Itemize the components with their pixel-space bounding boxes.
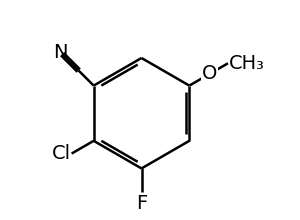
Text: F: F [136, 194, 147, 213]
Text: N: N [53, 43, 68, 62]
Text: O: O [202, 64, 217, 83]
Text: Cl: Cl [51, 144, 70, 163]
Text: CH₃: CH₃ [229, 54, 265, 73]
